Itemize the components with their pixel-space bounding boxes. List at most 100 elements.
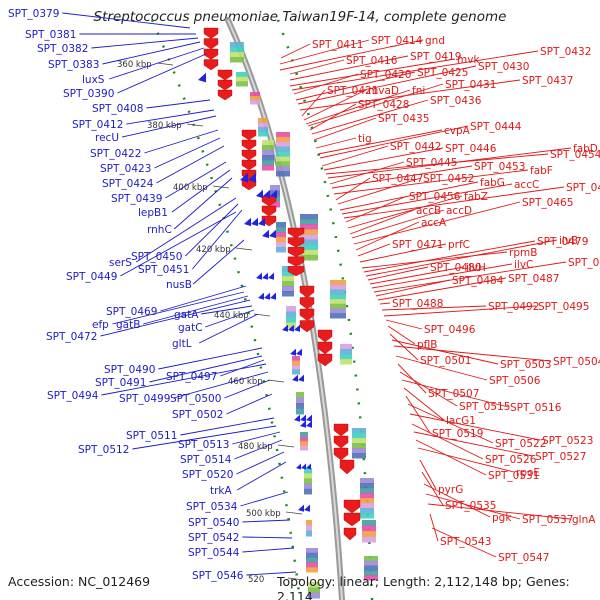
- feature-segment: [330, 294, 346, 300]
- right-gene-label: accA: [421, 217, 447, 229]
- right-label-leader: [383, 305, 537, 317]
- feature-segment: [362, 531, 376, 537]
- right-gene-label: accD: [446, 205, 472, 217]
- feature-segment: [230, 52, 244, 58]
- feature-segment: [360, 498, 374, 504]
- right-gene-label: SPT_0437: [522, 75, 573, 87]
- feature-segment: [304, 478, 312, 485]
- right-gene-label: SPT_0452: [423, 173, 474, 185]
- forward-gene-arrow: [241, 129, 257, 141]
- left-label-leader: [242, 519, 291, 523]
- right-gene-label: SPT_0501: [420, 355, 471, 367]
- left-gene-label: SPT_0542: [188, 532, 239, 544]
- feature-segment: [352, 438, 366, 444]
- feature-segment: [282, 281, 294, 287]
- left-gene-label: SPT_0469: [106, 306, 157, 318]
- feature-segment: [360, 513, 374, 519]
- left-label-leader: [246, 571, 297, 576]
- right-gene-label: SPT_0453: [474, 161, 525, 173]
- right-gene-label: SPT_0519: [432, 428, 483, 440]
- right-gene-label: SPT_0504: [553, 356, 600, 368]
- right-label-leader: [317, 129, 443, 155]
- feature-segment: [286, 311, 296, 318]
- right-label-leader: [301, 89, 326, 117]
- reverse-gene-cluster: [240, 172, 256, 183]
- right-label-leader: [359, 243, 447, 263]
- outer-feature-block: [340, 344, 352, 365]
- feature-segment: [230, 57, 244, 63]
- feature-segment: [296, 408, 304, 415]
- left-gene-label: SPT_0381: [25, 29, 76, 41]
- feature-segment: [308, 587, 320, 594]
- feature-segment: [262, 155, 274, 161]
- left-gene-label: SPT_0494: [47, 390, 99, 402]
- feature-segment: [270, 201, 280, 208]
- forward-gene-arrow: [287, 246, 305, 258]
- feature-segment: [300, 214, 318, 220]
- right-label-leader: [377, 277, 507, 301]
- reverse-gene-arrow: [256, 272, 262, 280]
- outer-feature-block: [276, 132, 290, 177]
- forward-gene-arrow: [261, 205, 277, 217]
- forward-gene-cluster: [339, 459, 355, 475]
- forward-gene-arrow: [299, 308, 315, 321]
- left-gene-label: rnhC: [147, 224, 172, 236]
- feature-segment: [286, 306, 296, 312]
- reverse-gene-cluster: [298, 504, 310, 512]
- scale-tick: [277, 444, 295, 448]
- feature-segment: [300, 254, 318, 261]
- reverse-gene-arrow: [290, 348, 296, 356]
- left-gene-label: SPT_0422: [90, 148, 141, 160]
- right-gene-label: accB: [416, 205, 441, 217]
- left-label-leader: [160, 285, 247, 312]
- right-label-leader: [361, 251, 508, 269]
- forward-gene-arrow: [217, 69, 233, 81]
- feature-segment: [276, 237, 286, 243]
- reverse-gene-cluster: [282, 324, 300, 332]
- forward-gene-arrow: [287, 266, 305, 277]
- feature-segment: [364, 570, 378, 576]
- right-label-leader: [311, 99, 429, 135]
- right-label-leader: [417, 447, 515, 473]
- feature-segment: [262, 145, 274, 151]
- right-gene-label: SPT_0414: [371, 35, 423, 47]
- reverse-gene-cluster: [294, 414, 312, 422]
- right-gene-label: ilvC: [514, 259, 533, 271]
- left-label-leader: [117, 53, 207, 94]
- left-label-leader: [91, 37, 199, 49]
- scale-tick: [156, 62, 174, 66]
- reverse-gene-arrow: [282, 324, 288, 332]
- right-label-leader: [333, 169, 529, 195]
- right-gene-label: SPT_0516: [510, 402, 562, 414]
- scale-tick-label: 400 kbp: [173, 183, 208, 193]
- inner-feature-block: [286, 306, 296, 329]
- feature-segment: [352, 428, 366, 434]
- left-gene-label: serS: [109, 257, 132, 269]
- right-label-leader: [305, 89, 411, 125]
- left-gene-label: SPT_0439: [111, 193, 162, 205]
- forward-gene-arrow: [339, 459, 355, 475]
- scale-tick-label: 380 kbp: [147, 121, 182, 131]
- feature-segment: [270, 185, 280, 191]
- right-gene-label: fabF: [530, 165, 553, 177]
- right-label-leader: [405, 395, 431, 434]
- feature-segment: [330, 284, 346, 290]
- right-gene-label: rpmB: [509, 247, 537, 259]
- left-gene-label: SPT_0499: [119, 393, 170, 405]
- reverse-gene-arrow: [244, 217, 251, 227]
- forward-gene-arrow: [317, 329, 333, 343]
- inner-feature-block: [304, 468, 312, 495]
- right-gene-label: SPT_0515: [459, 401, 510, 413]
- left-label-leader: [236, 451, 285, 475]
- left-label-leader: [120, 211, 237, 277]
- feature-segment: [352, 443, 366, 449]
- feature-segment: [262, 165, 274, 171]
- feature-segment: [258, 127, 268, 132]
- reverse-gene-arrow: [294, 414, 300, 422]
- reverse-gene-arrow: [258, 217, 265, 227]
- right-gene-label: SPT_0484: [452, 275, 504, 287]
- right-gene-label: SPT_0420: [360, 69, 411, 81]
- reverse-gene-cluster: [296, 463, 311, 470]
- feature-segment: [308, 582, 320, 588]
- right-gene-label: SPT_0488: [392, 298, 443, 310]
